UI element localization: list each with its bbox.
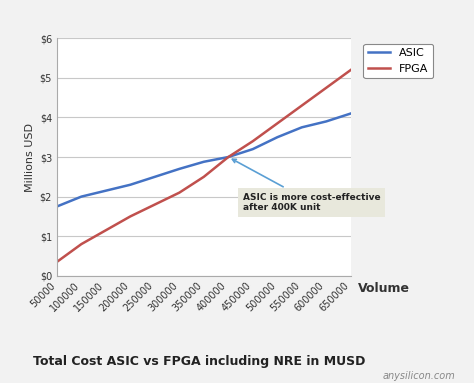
ASIC — [274, 135, 280, 139]
ASIC — [54, 204, 60, 209]
FPGA — [348, 68, 354, 72]
ASIC — [201, 159, 207, 164]
ASIC — [79, 194, 84, 199]
FPGA — [79, 242, 84, 246]
ASIC — [299, 125, 305, 129]
FPGA — [323, 85, 329, 90]
FPGA — [103, 228, 109, 232]
FPGA — [250, 139, 255, 144]
FPGA — [152, 202, 158, 207]
Text: Total Cost ASIC vs FPGA including NRE in MUSD: Total Cost ASIC vs FPGA including NRE in… — [33, 355, 365, 368]
FPGA — [299, 103, 305, 108]
Line: FPGA: FPGA — [57, 70, 351, 262]
ASIC — [250, 147, 255, 151]
Text: Volume: Volume — [358, 282, 410, 295]
FPGA — [128, 214, 133, 219]
FPGA — [274, 121, 280, 126]
FPGA — [201, 175, 207, 179]
FPGA — [176, 190, 182, 195]
Text: anysilicon.com: anysilicon.com — [383, 371, 455, 381]
Y-axis label: Millions USD: Millions USD — [26, 123, 36, 192]
FPGA — [54, 260, 60, 264]
ASIC — [128, 182, 133, 187]
ASIC — [176, 167, 182, 171]
Legend: ASIC, FPGA: ASIC, FPGA — [364, 44, 433, 78]
ASIC — [226, 155, 231, 159]
FPGA — [226, 155, 231, 159]
Text: ASIC is more cost-effective
after 400K unit: ASIC is more cost-effective after 400K u… — [232, 159, 381, 212]
ASIC — [103, 188, 109, 193]
ASIC — [348, 111, 354, 116]
ASIC — [152, 175, 158, 179]
Line: ASIC: ASIC — [57, 113, 351, 206]
ASIC — [323, 119, 329, 124]
